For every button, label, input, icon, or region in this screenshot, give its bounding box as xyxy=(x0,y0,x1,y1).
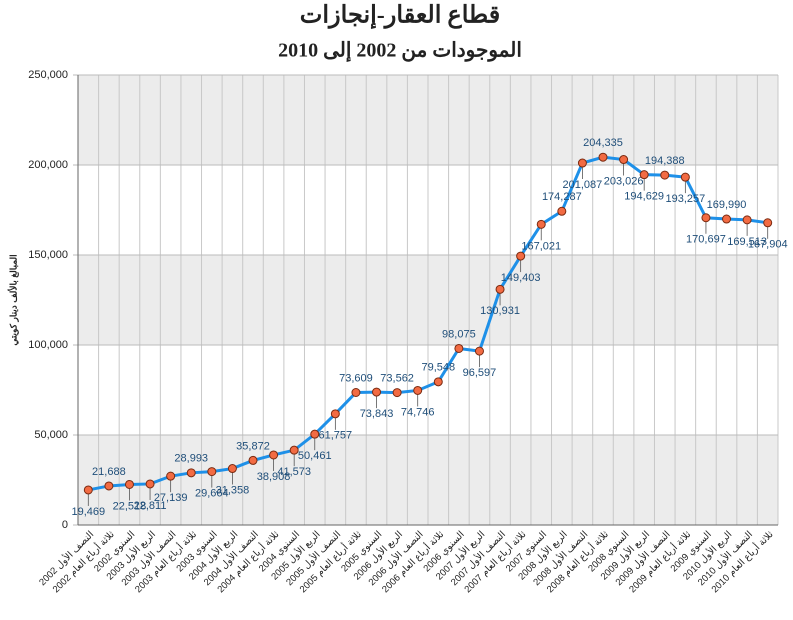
data-label: 28,993 xyxy=(174,453,208,465)
marker xyxy=(83,485,93,495)
data-label: 193,257 xyxy=(665,193,705,205)
y-tick-label: 50,000 xyxy=(34,429,68,441)
y-axis-label: المبالغ بالألف دينار كويتي xyxy=(7,254,19,345)
y-tick-label: 250,000 xyxy=(28,69,68,81)
marker xyxy=(577,158,587,168)
data-label: 31,358 xyxy=(216,484,250,496)
marker xyxy=(454,343,464,353)
marker xyxy=(227,464,237,474)
y-tick-label: 150,000 xyxy=(28,249,68,261)
data-label: 73,843 xyxy=(360,408,394,420)
data-label: 35,872 xyxy=(236,440,270,452)
marker xyxy=(104,481,114,491)
marker xyxy=(536,219,546,229)
data-label: 21,688 xyxy=(92,466,126,478)
chart-subtitle: الموجودات من 2002 إلى 2010 xyxy=(278,40,522,63)
data-label: 201,087 xyxy=(563,179,603,191)
data-label: 194,388 xyxy=(645,155,685,167)
data-label: 194,629 xyxy=(624,191,664,203)
marker xyxy=(722,214,732,224)
data-label: 22,811 xyxy=(134,500,167,512)
data-label: 167,021 xyxy=(521,240,561,252)
data-label: 149,403 xyxy=(501,272,541,284)
data-label: 22,518 xyxy=(113,500,147,512)
data-label: 98,075 xyxy=(442,328,476,340)
marker xyxy=(248,455,258,465)
marker xyxy=(680,172,690,182)
marker xyxy=(660,170,670,180)
marker xyxy=(433,377,443,387)
marker xyxy=(598,152,608,162)
marker xyxy=(372,387,382,397)
marker xyxy=(495,284,505,294)
data-label: 50,461 xyxy=(298,450,332,462)
marker xyxy=(124,479,134,489)
data-label: 203,026 xyxy=(604,175,644,187)
marker xyxy=(639,170,649,180)
data-line xyxy=(88,155,768,492)
marker xyxy=(145,479,155,489)
data-label: 174,287 xyxy=(542,191,582,203)
data-label: 204,335 xyxy=(583,137,623,149)
data-label: 170,697 xyxy=(686,234,726,246)
data-label: 29,664 xyxy=(195,488,229,500)
marker xyxy=(330,409,340,419)
y-tick-label: 100,000 xyxy=(28,339,68,351)
marker xyxy=(516,251,526,261)
data-label: 74,746 xyxy=(401,406,435,418)
marker xyxy=(392,388,402,398)
data-label: 38,908 xyxy=(257,471,291,483)
marker xyxy=(557,206,567,216)
marker xyxy=(310,429,320,439)
chart-title: قطاع العقار-إنجازات xyxy=(300,3,500,30)
marker xyxy=(166,471,176,481)
marker xyxy=(413,385,423,395)
marker xyxy=(289,445,299,455)
data-label: 61,757 xyxy=(319,430,353,442)
data-label: 169,513 xyxy=(727,236,767,248)
data-label: 96,597 xyxy=(463,367,497,379)
marker xyxy=(207,467,217,477)
data-label: 19,469 xyxy=(71,506,105,518)
y-tick-label: 200,000 xyxy=(28,159,68,171)
marker xyxy=(763,218,773,228)
marker xyxy=(701,213,711,223)
marker xyxy=(351,388,361,398)
data-label: 73,562 xyxy=(380,372,414,384)
data-label: 169,990 xyxy=(707,199,747,211)
marker xyxy=(474,346,484,356)
y-tick-label: 0 xyxy=(62,519,68,531)
marker xyxy=(186,468,196,478)
data-label: 130,931 xyxy=(480,305,520,317)
data-label: 79,548 xyxy=(421,362,455,374)
data-label: 167,904 xyxy=(748,239,788,251)
marker xyxy=(269,450,279,460)
data-label: 73,609 xyxy=(339,372,373,384)
marker xyxy=(742,215,752,225)
data-label: 27,139 xyxy=(154,492,188,504)
marker xyxy=(619,155,629,165)
data-label: 41,573 xyxy=(277,466,311,478)
